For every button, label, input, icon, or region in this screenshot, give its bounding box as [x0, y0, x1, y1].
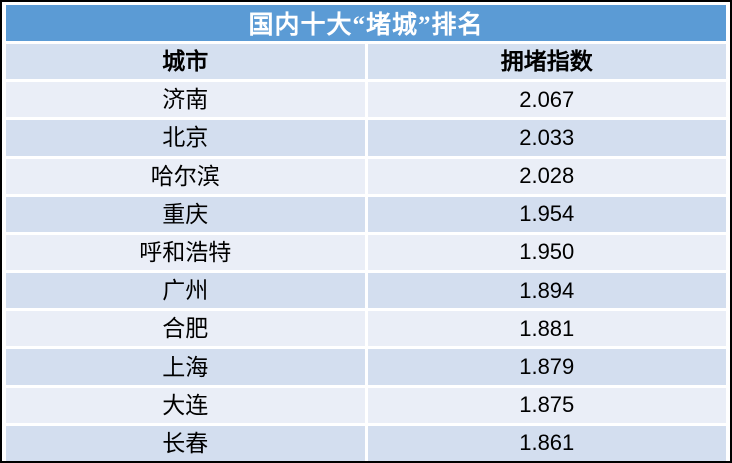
table-title: 国内十大“堵城”排名 — [6, 5, 726, 41]
column-header-city: 城市 — [6, 44, 365, 80]
index-cell: 1.954 — [367, 196, 726, 232]
table-grid: 国内十大“堵城”排名 城市 拥堵指数 济南 2.067 北京 2.033 哈尔滨… — [6, 5, 726, 461]
index-cell: 1.875 — [367, 387, 726, 423]
index-cell: 1.881 — [367, 311, 726, 347]
city-cell: 大连 — [6, 387, 365, 423]
city-cell: 呼和浩特 — [6, 234, 365, 271]
city-cell: 重庆 — [6, 196, 365, 232]
city-cell: 哈尔滨 — [6, 158, 365, 194]
index-cell: 1.950 — [367, 234, 726, 271]
index-cell: 1.894 — [367, 273, 726, 309]
city-cell: 济南 — [6, 82, 365, 118]
city-cell: 北京 — [6, 120, 365, 156]
city-cell: 长春 — [6, 425, 365, 461]
column-header-index: 拥堵指数 — [367, 44, 726, 80]
city-cell: 上海 — [6, 349, 365, 385]
city-cell: 合肥 — [6, 311, 365, 347]
city-cell: 广州 — [6, 273, 365, 309]
index-cell: 1.879 — [367, 349, 726, 385]
index-cell: 2.028 — [367, 158, 726, 194]
index-cell: 2.067 — [367, 82, 726, 118]
index-cell: 2.033 — [367, 120, 726, 156]
index-cell: 1.861 — [367, 425, 726, 461]
